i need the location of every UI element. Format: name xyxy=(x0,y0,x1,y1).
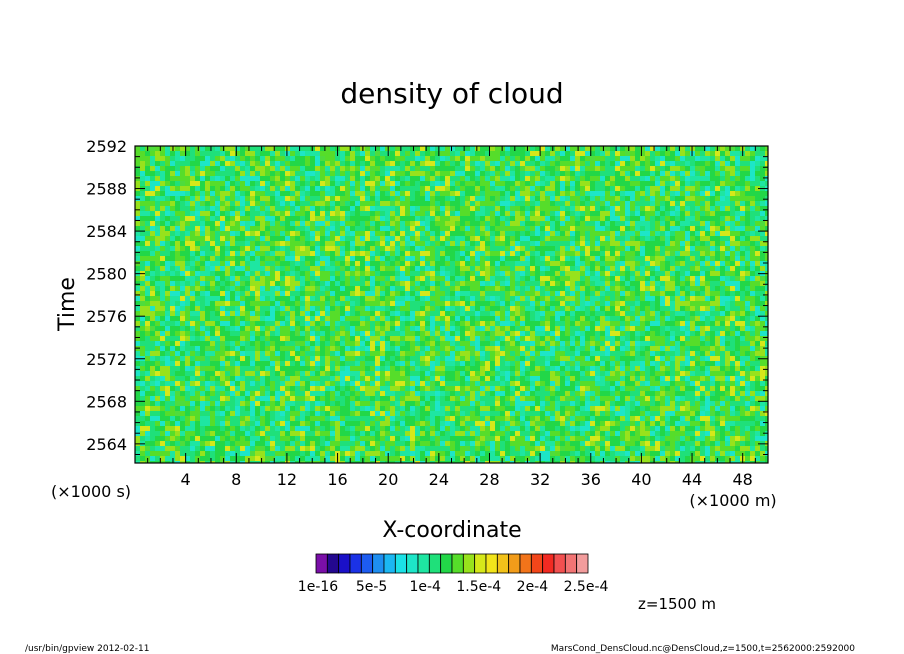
x-tick: 32 xyxy=(530,146,550,489)
x-axis-label: X-coordinate xyxy=(382,518,521,543)
x-tick-label: 44 xyxy=(682,470,702,489)
colorbar-swatch xyxy=(372,553,385,574)
x-axis: 4 8 12 16 20 24 28 32 36 40 44 48 xyxy=(147,146,756,489)
x-tick-label: 4 xyxy=(181,470,191,489)
x-tick-label: 48 xyxy=(733,470,753,489)
footer-left: /usr/bin/gpview 2012-02-11 xyxy=(25,644,149,654)
colorbar-swatch xyxy=(326,553,340,574)
colorbar-swatch xyxy=(360,553,374,574)
y-tick: 2592 xyxy=(86,137,768,156)
colorbar-swatch xyxy=(542,553,555,574)
colorbar-swatch xyxy=(406,553,419,574)
x-tick: 8 xyxy=(231,146,241,489)
colorbar-tick-label: 1.5e-4 xyxy=(456,579,501,595)
colorbar-swatch xyxy=(553,553,566,574)
colorbar-swatch xyxy=(417,553,430,574)
x-tick-label: 28 xyxy=(479,470,499,489)
colorbar-tick-label: 2.5e-4 xyxy=(564,579,609,595)
x-tick-label: 20 xyxy=(378,470,398,489)
y-tick-label: 2592 xyxy=(86,137,127,156)
density-field xyxy=(135,146,768,463)
colorbar-swatch xyxy=(315,553,328,574)
x-tick: 40 xyxy=(631,146,652,489)
y-axis: 2564 2568 2572 2576 2580 2584 2588 2592 xyxy=(86,137,768,455)
y-tick-label: 2568 xyxy=(86,392,127,411)
colorbar-swatch xyxy=(564,553,578,574)
x-tick-label: 8 xyxy=(231,470,241,489)
colorbar-swatch xyxy=(519,553,532,574)
x-tick: 48 xyxy=(733,146,753,489)
colorbar-swatch xyxy=(349,553,362,574)
y-unit-label: (×1000 s) xyxy=(51,482,131,501)
colorbar-tick-label: 1e-4 xyxy=(409,579,441,595)
colorbar: 1e-16 5e-5 1e-4 1.5e-4 2e-4 2.5e-4 xyxy=(298,553,609,595)
x-tick-label: 32 xyxy=(530,470,550,489)
y-tick-label: 2584 xyxy=(86,222,127,241)
x-tick-label: 40 xyxy=(631,470,651,489)
x-tick: 12 xyxy=(277,146,297,489)
colorbar-swatch xyxy=(508,553,521,574)
y-tick: 2572 xyxy=(86,350,768,369)
y-tick: 2576 xyxy=(86,307,768,326)
x-tick: 4 xyxy=(181,146,191,489)
colorbar-tick-label: 5e-5 xyxy=(356,579,387,595)
x-tick-label: 36 xyxy=(581,470,601,489)
y-tick: 2588 xyxy=(86,180,768,199)
colorbar-swatch xyxy=(451,553,464,574)
y-tick: 2564 xyxy=(86,435,768,454)
colorbar-swatch xyxy=(485,553,498,574)
x-tick-label: 24 xyxy=(429,470,449,489)
chart-title: density of cloud xyxy=(340,77,563,110)
x-unit-label: (×1000 m) xyxy=(689,491,776,510)
x-tick-label: 16 xyxy=(327,470,347,489)
x-tick: 16 xyxy=(327,146,348,489)
colorbar-swatch xyxy=(530,553,544,574)
z-level-annotation: z=1500 m xyxy=(638,595,716,613)
colorbar-swatch xyxy=(394,553,408,574)
x-tick: 28 xyxy=(479,146,500,489)
x-tick: 20 xyxy=(378,146,398,489)
colorbar-tick-label: 1e-16 xyxy=(298,579,338,595)
colorbar-tick-label: 2e-4 xyxy=(517,579,549,595)
y-tick: 2584 xyxy=(86,222,768,241)
y-tick-label: 2572 xyxy=(86,350,127,369)
y-tick-label: 2576 xyxy=(86,307,127,326)
colorbar-swatch xyxy=(338,553,351,574)
colorbar-swatch xyxy=(440,553,453,574)
x-tick: 44 xyxy=(682,146,702,489)
y-tick: 2568 xyxy=(86,392,768,411)
y-tick: 2580 xyxy=(86,265,768,284)
y-axis-label: Time xyxy=(55,277,80,332)
colorbar-swatch xyxy=(496,553,510,574)
colorbar-swatch xyxy=(383,553,396,574)
colorbar-swatch xyxy=(428,553,442,574)
y-tick-label: 2580 xyxy=(86,265,127,284)
colorbar-swatch xyxy=(462,553,476,574)
x-tick-label: 12 xyxy=(277,470,297,489)
y-tick-label: 2564 xyxy=(86,435,127,454)
x-tick: 36 xyxy=(581,146,601,489)
x-tick: 24 xyxy=(429,146,449,489)
y-tick-label: 2588 xyxy=(86,180,127,199)
colorbar-swatch xyxy=(474,553,487,574)
footer-right: MarsCond_DensCloud.nc@DensCloud,z=1500,t… xyxy=(551,644,855,654)
colorbar-swatch xyxy=(576,553,589,574)
